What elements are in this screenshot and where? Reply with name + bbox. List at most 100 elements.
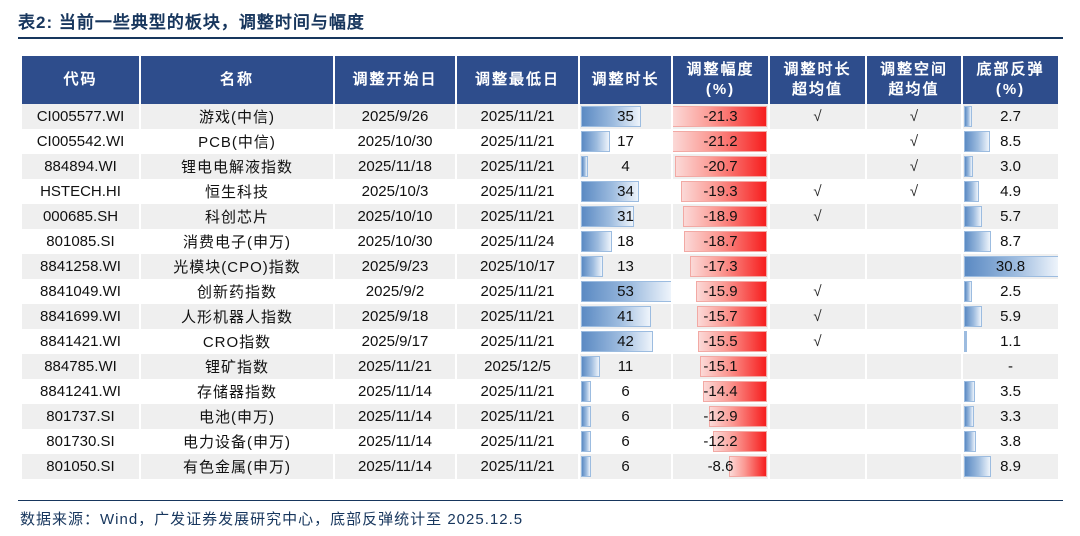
code-cell: 801730.SI xyxy=(22,429,141,454)
duration-bar xyxy=(581,431,592,452)
col-header-duration-over-average: 调整时长 超均值 xyxy=(770,56,867,104)
low-date-cell: 2025/11/21 xyxy=(457,404,580,429)
magnitude-bar xyxy=(697,331,767,352)
duration-over-average-check xyxy=(770,379,867,404)
magnitude-bar xyxy=(683,231,767,252)
duration-over-average-check xyxy=(770,454,867,479)
duration-bar xyxy=(581,181,640,202)
rebound-cell: 3.5 xyxy=(963,379,1058,404)
duration-over-average-check xyxy=(770,129,867,154)
name-cell: 消费电子(申万) xyxy=(141,229,335,254)
duration-value: 31 xyxy=(617,208,634,225)
name-cell: 创新药指数 xyxy=(141,279,335,304)
magnitude-cell: -17.3 xyxy=(673,254,770,279)
duration-value: 34 xyxy=(617,183,634,200)
duration-value: 6 xyxy=(621,383,630,400)
magnitude-value: -21.3 xyxy=(703,108,738,125)
name-cell: 恒生科技 xyxy=(141,179,335,204)
rebound-value: 5.7 xyxy=(1000,208,1021,225)
table-body: CI005577.WI 游戏(中信) 2025/9/26 2025/11/21 … xyxy=(22,104,1058,479)
col-header-label2: (%) xyxy=(995,81,1026,98)
space-over-average-check xyxy=(867,354,963,379)
low-date-cell: 2025/11/21 xyxy=(457,154,580,179)
duration-cell: 42 xyxy=(580,329,673,354)
magnitude-value: -17.3 xyxy=(703,258,738,275)
duration-bar xyxy=(581,331,654,352)
name-cell: 电力设备(申万) xyxy=(141,429,335,454)
duration-cell: 53 xyxy=(580,279,673,304)
col-header-label: 调整开始日 xyxy=(352,70,438,88)
start-date-cell: 2025/9/18 xyxy=(335,304,457,329)
rebound-value: 4.9 xyxy=(1000,183,1021,200)
rebound-cell: 5.7 xyxy=(963,204,1058,229)
duration-bar xyxy=(581,381,592,402)
rebound-bar xyxy=(964,156,974,177)
low-date-cell: 2025/11/21 xyxy=(457,454,580,479)
rebound-cell: 4.9 xyxy=(963,179,1058,204)
magnitude-bar xyxy=(689,256,767,277)
magnitude-value: -18.7 xyxy=(703,233,738,250)
name-cell: 光模块(CPO)指数 xyxy=(141,254,335,279)
space-over-average-check xyxy=(867,204,963,229)
rebound-cell: 3.3 xyxy=(963,404,1058,429)
name-cell: 锂矿指数 xyxy=(141,354,335,379)
name-cell: 存储器指数 xyxy=(141,379,335,404)
space-over-average-check xyxy=(867,404,963,429)
sector-adjustment-table: 代码 名称 调整开始日 调整最低日 调整时长 调整幅度 (%) xyxy=(22,56,1058,479)
duration-value: 35 xyxy=(617,108,634,125)
rebound-value: - xyxy=(1008,358,1013,375)
name-cell: 锂电电解液指数 xyxy=(141,154,335,179)
duration-cell: 6 xyxy=(580,429,673,454)
col-header-label2: 超均值 xyxy=(888,81,940,98)
col-header-label2: (%) xyxy=(705,81,736,98)
rebound-bar xyxy=(964,131,991,152)
name-cell: 人形机器人指数 xyxy=(141,304,335,329)
low-date-cell: 2025/11/21 xyxy=(457,204,580,229)
space-over-average-check xyxy=(867,379,963,404)
table-row: 884894.WI 锂电电解液指数 2025/11/18 2025/11/21 … xyxy=(22,154,1058,179)
duration-cell: 13 xyxy=(580,254,673,279)
col-header-label: 代码 xyxy=(63,70,98,88)
table-row: 884785.WI 锂矿指数 2025/11/21 2025/12/5 11 -… xyxy=(22,354,1058,379)
start-date-cell: 2025/11/14 xyxy=(335,454,457,479)
rebound-cell: 8.5 xyxy=(963,129,1058,154)
magnitude-cell: -19.3 xyxy=(673,179,770,204)
duration-bar xyxy=(581,456,592,477)
magnitude-bar xyxy=(696,306,767,327)
duration-value: 6 xyxy=(621,408,630,425)
space-over-average-check xyxy=(867,304,963,329)
code-cell: 801050.SI xyxy=(22,454,141,479)
rebound-cell: 5.9 xyxy=(963,304,1058,329)
rebound-value: 3.8 xyxy=(1000,433,1021,450)
duration-value: 41 xyxy=(617,308,634,325)
code-cell: CI005577.WI xyxy=(22,104,141,129)
duration-value: 17 xyxy=(617,133,634,150)
code-cell: 8841699.WI xyxy=(22,304,141,329)
duration-over-average-check xyxy=(770,354,867,379)
code-cell: 8841241.WI xyxy=(22,379,141,404)
start-date-cell: 2025/10/3 xyxy=(335,179,457,204)
code-cell: 8841421.WI xyxy=(22,329,141,354)
name-cell: 科创芯片 xyxy=(141,204,335,229)
duration-value: 6 xyxy=(621,433,630,450)
low-date-cell: 2025/11/21 xyxy=(457,179,580,204)
rebound-bar xyxy=(964,106,973,127)
magnitude-value: -14.4 xyxy=(703,383,738,400)
table-row: 8841699.WI 人形机器人指数 2025/9/18 2025/11/21 … xyxy=(22,304,1058,329)
rebound-cell: 2.7 xyxy=(963,104,1058,129)
name-cell: PCB(中信) xyxy=(141,129,335,154)
rebound-cell: 8.9 xyxy=(963,454,1058,479)
magnitude-cell: -18.7 xyxy=(673,229,770,254)
rebound-value: 8.7 xyxy=(1000,233,1021,250)
duration-bar xyxy=(581,206,635,227)
col-header-label2: 超均值 xyxy=(791,81,843,98)
start-date-cell: 2025/11/14 xyxy=(335,379,457,404)
start-date-cell: 2025/11/21 xyxy=(335,354,457,379)
rebound-cell: 30.8 xyxy=(963,254,1058,279)
rebound-cell: 8.7 xyxy=(963,229,1058,254)
table-title: 表2: 当前一些典型的板块，调整时间与幅度 xyxy=(18,13,365,32)
col-header-space-over-average: 调整空间 超均值 xyxy=(867,56,963,104)
table-row: CI005542.WI PCB(中信) 2025/10/30 2025/11/2… xyxy=(22,129,1058,154)
table-row: CI005577.WI 游戏(中信) 2025/9/26 2025/11/21 … xyxy=(22,104,1058,129)
start-date-cell: 2025/10/30 xyxy=(335,229,457,254)
